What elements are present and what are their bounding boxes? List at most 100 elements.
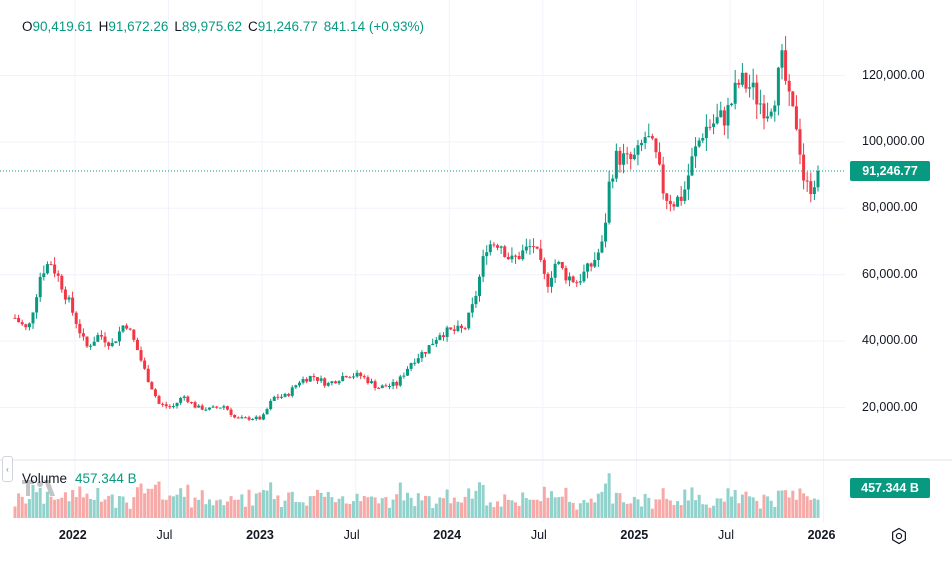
candle-body	[132, 329, 136, 340]
chevron-left-icon[interactable]: ‹	[2, 456, 13, 482]
candle-body	[398, 376, 402, 386]
candle-body	[607, 181, 611, 223]
volume-bar	[712, 505, 716, 518]
candle-body	[204, 409, 208, 411]
volume-bar	[740, 494, 744, 518]
candle	[315, 377, 319, 385]
candle-body	[424, 352, 428, 354]
volume-bar	[301, 502, 305, 518]
candle	[568, 272, 572, 287]
candle-body	[474, 295, 478, 305]
candle-body	[434, 339, 438, 344]
candle-body	[773, 105, 777, 112]
candle-body	[460, 325, 464, 329]
candle-body	[780, 50, 784, 68]
volume-bar	[485, 505, 489, 518]
candle-body	[211, 406, 215, 408]
volume-bar	[114, 507, 118, 518]
candle-body	[261, 414, 265, 420]
candle-body	[726, 105, 730, 126]
volume-value: 457.344 B	[75, 471, 137, 486]
candle-body	[287, 393, 291, 396]
candle	[535, 246, 539, 250]
candle-body	[636, 145, 640, 155]
low-label: L	[174, 19, 182, 34]
candle-body	[708, 126, 712, 128]
candle	[99, 330, 103, 340]
volume-bar	[661, 488, 665, 518]
volume-bar	[13, 506, 17, 518]
volume-bar	[272, 499, 276, 518]
candle	[697, 137, 701, 148]
volume-bar	[697, 494, 701, 518]
volume-bar	[809, 499, 813, 518]
candle	[686, 163, 690, 200]
candle	[24, 323, 28, 331]
candle	[636, 139, 640, 166]
candle	[60, 274, 64, 293]
candle-body	[283, 393, 287, 397]
volume-bar	[315, 489, 319, 518]
volume-bar	[333, 502, 337, 518]
open-label: O	[22, 19, 33, 34]
candle	[596, 248, 600, 267]
volume-bar	[215, 500, 219, 518]
volume-bar	[503, 494, 507, 518]
volume-bar	[596, 493, 600, 518]
candle-body	[171, 406, 175, 408]
volume-bar	[542, 486, 546, 518]
gear-icon[interactable]	[890, 527, 908, 545]
volume-bar	[27, 499, 31, 518]
volume-bar	[769, 500, 773, 518]
candle	[449, 327, 453, 331]
volume-bar	[802, 493, 806, 518]
volume-bar	[157, 481, 161, 518]
volume-bar	[132, 497, 136, 518]
candle	[557, 260, 561, 265]
volume-bar	[258, 492, 262, 518]
volume-bar	[470, 498, 474, 518]
volume-bar	[452, 497, 456, 518]
candle	[690, 147, 694, 177]
candle-body	[409, 363, 413, 369]
volume-bar	[449, 503, 453, 518]
volume-bar	[514, 502, 518, 518]
candle-body	[297, 382, 301, 386]
close-label: C	[247, 19, 258, 34]
candle-body	[640, 142, 644, 146]
candle	[715, 103, 719, 125]
volume-bar	[532, 499, 536, 518]
candle	[330, 380, 334, 386]
volume-bar	[175, 494, 179, 518]
candle-body	[247, 417, 251, 420]
volume-bar	[373, 497, 377, 518]
volume-bar	[398, 482, 402, 518]
candle-body	[85, 336, 89, 347]
candle-body	[222, 406, 226, 408]
candle	[517, 251, 521, 260]
volume-bar	[690, 487, 694, 518]
candle	[733, 69, 737, 110]
candle-body	[812, 187, 816, 195]
volume-bar	[225, 501, 229, 518]
candle	[27, 322, 31, 331]
candle-body	[604, 222, 608, 242]
volume-bar	[571, 502, 575, 518]
volume-bar	[686, 500, 690, 518]
candle-body	[49, 264, 53, 266]
volume-bar	[85, 493, 89, 518]
volume-bar	[395, 494, 399, 518]
volume-bar	[45, 491, 49, 518]
candle	[218, 407, 222, 409]
candle-body	[557, 261, 561, 264]
candle-body	[568, 276, 572, 281]
candle-body	[470, 304, 474, 313]
candle	[380, 384, 384, 389]
candle-body	[722, 110, 726, 126]
volume-bar	[683, 489, 687, 518]
candle	[276, 393, 280, 400]
volume-bar	[222, 505, 226, 518]
volume-bar	[521, 492, 525, 518]
candle	[809, 172, 813, 203]
